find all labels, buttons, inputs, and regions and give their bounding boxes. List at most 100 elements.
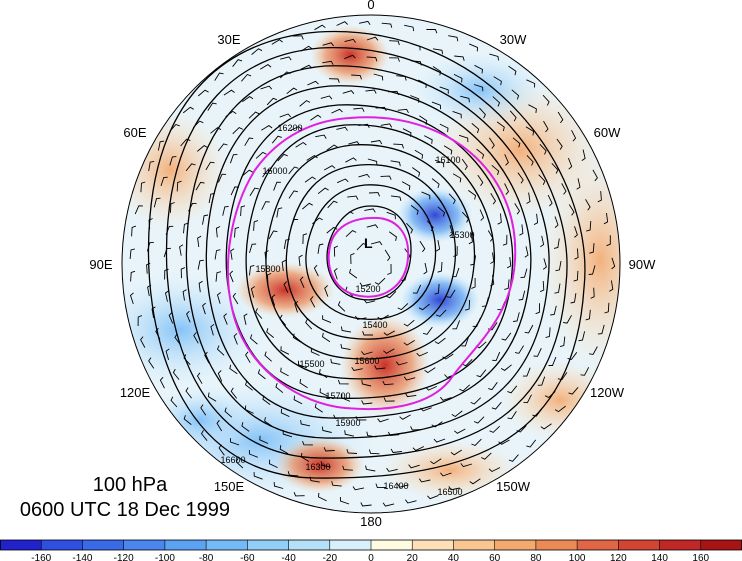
wind-barb: [410, 205, 419, 215]
wind-barb: [395, 361, 408, 366]
wind-barb: [489, 425, 501, 433]
wind-barb: [153, 197, 161, 208]
lon-label: 120W: [590, 385, 625, 400]
wind-barb: [241, 73, 252, 82]
wind-barb: [197, 259, 204, 270]
wind-barb: [462, 358, 473, 367]
wind-barb: [280, 56, 292, 61]
wind-barb: [266, 97, 278, 106]
wind-barb: [223, 313, 228, 325]
wind-barb: [348, 141, 360, 146]
wind-barb: [215, 271, 222, 282]
wind-barb: [514, 203, 521, 215]
wind-barb: [471, 123, 480, 134]
wind-barb: [448, 486, 460, 491]
wind-barb: [245, 351, 251, 363]
wind-barb: [336, 21, 349, 26]
wind-barb: [374, 277, 386, 285]
wind-barb: [186, 310, 191, 323]
wind-barb: [326, 144, 338, 151]
wind-barb: [554, 283, 561, 294]
colorbar-swatch: [453, 540, 496, 550]
colorbar: -160 -140 -120 -100 -80 -60 -40 -20 0 20 40 60 80 100…: [0, 539, 742, 561]
wind-barb: [344, 54, 356, 60]
wind-barb: [382, 380, 394, 386]
wind-barb: [523, 394, 532, 404]
wind-barb: [259, 435, 269, 444]
wind-barb: [242, 169, 254, 177]
wind-barb: [514, 345, 524, 354]
wind-barb: [533, 348, 542, 357]
wind-barb: [361, 351, 373, 356]
wind-barb: [492, 96, 501, 107]
contour-label: 15500: [299, 359, 324, 369]
wind-barb: [460, 95, 470, 103]
wind-barb: [496, 121, 505, 132]
wind-barb: [327, 200, 338, 209]
wind-barb: [359, 20, 371, 25]
wind-barb: [526, 192, 531, 204]
wind-barb: [241, 422, 250, 432]
wind-barb: [540, 235, 545, 248]
wind-barb: [547, 194, 553, 207]
wind-barb: [322, 42, 334, 47]
wind-barb: [342, 465, 353, 471]
wind-barb: [538, 174, 546, 185]
wind-barb: [590, 287, 595, 299]
wind-barb: [280, 346, 290, 355]
colorbar-swatch: [535, 540, 578, 550]
wind-barb: [160, 176, 168, 187]
wind-barb: [397, 108, 409, 114]
wind-barb: [304, 176, 316, 183]
wind-barb: [526, 155, 534, 166]
contour-label: 15600: [354, 356, 379, 366]
wind-barb: [440, 396, 452, 401]
contour-label: 16600: [220, 455, 245, 465]
wind-barb: [251, 48, 263, 55]
colorbar-swatch: [618, 540, 661, 550]
wind-barb: [390, 195, 402, 202]
wind-barb: [253, 472, 263, 480]
wind-barb: [185, 387, 192, 399]
wind-barb: [508, 454, 519, 462]
wind-barb: [217, 370, 223, 382]
wind-barb: [271, 39, 283, 45]
wind-barb: [423, 262, 428, 275]
wind-barb: [481, 452, 492, 460]
wind-barb: [277, 153, 288, 162]
colorbar-tick-label: -160: [31, 553, 51, 561]
wind-barb: [431, 101, 441, 110]
colorbar-tick-label: 100: [569, 553, 586, 561]
wind-barb: [330, 358, 341, 365]
wind-barb: [442, 353, 454, 360]
wind-barb: [320, 95, 333, 100]
wind-barb: [597, 191, 602, 203]
wind-barb: [131, 225, 137, 237]
wind-barb: [504, 183, 510, 195]
wind-barb: [314, 403, 323, 413]
wind-barb: [403, 340, 415, 346]
wind-barb: [317, 243, 324, 254]
wind-barb: [366, 36, 379, 41]
wind-barb: [437, 261, 443, 273]
wind-barb: [459, 384, 471, 392]
wind-barb: [255, 308, 263, 319]
wind-barb: [512, 137, 521, 148]
colorbar-swatch: [41, 540, 83, 550]
wind-barb: [202, 302, 206, 315]
contour-label: 16500: [437, 487, 462, 497]
wind-barb: [275, 383, 284, 394]
wind-barb: [406, 222, 414, 234]
colorbar-swatch: [577, 540, 619, 550]
wind-barb: [433, 438, 446, 443]
wind-barb: [539, 143, 547, 155]
wind-barb: [418, 478, 431, 483]
wind-barb: [548, 356, 557, 366]
height-contours: [147, 30, 586, 479]
wind-barb: [323, 165, 336, 171]
wind-barb: [380, 123, 393, 128]
wind-barb: [299, 100, 311, 107]
wind-barb: [233, 333, 238, 345]
wind-barb: [559, 336, 566, 348]
wind-barb: [470, 397, 482, 405]
